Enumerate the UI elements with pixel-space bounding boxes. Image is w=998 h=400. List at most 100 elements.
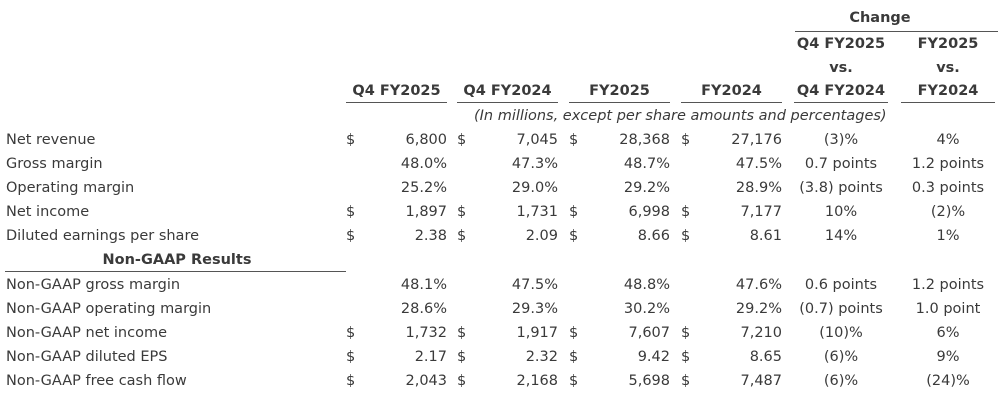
change-value: (0.7) points: [799, 301, 883, 318]
cell-value: 5,698: [628, 373, 670, 390]
currency-sign: $: [346, 373, 356, 390]
column-header: Q4 FY2024: [463, 83, 552, 99]
note: (In millions, except per share amounts a…: [474, 108, 887, 124]
cell-value: 7,210: [740, 325, 782, 342]
change-header: Change: [849, 10, 911, 26]
currency-sign: $: [569, 325, 579, 342]
cell-value: 9.42: [637, 349, 670, 366]
cell-value: 1,732: [405, 325, 447, 342]
rule: [901, 102, 995, 103]
cell-value: 30.2%: [623, 301, 670, 318]
row-label: Net income: [6, 204, 90, 221]
currency-sign: $: [346, 325, 356, 342]
currency-sign: $: [569, 228, 579, 245]
change-column-header: Q4 FY2025: [796, 36, 886, 52]
currency-sign: $: [346, 132, 356, 148]
change-value: (3)%: [823, 132, 859, 148]
cell-value: 1,897: [405, 204, 447, 221]
cell-value: 2,168: [516, 373, 558, 390]
row-label: Diluted earnings per share: [6, 228, 200, 245]
column-header: FY2025: [589, 83, 650, 99]
cell-value: 47.5%: [735, 156, 782, 173]
currency-sign: $: [457, 349, 467, 366]
cell-value: 1,917: [516, 325, 558, 342]
currency-sign: $: [346, 228, 356, 245]
cell-value: 2,043: [405, 373, 447, 390]
currency-sign: $: [457, 204, 467, 221]
currency-sign: $: [681, 373, 691, 390]
cell-value: 28.9%: [735, 180, 782, 197]
cell-value: 2.17: [414, 349, 447, 366]
cell-value: 2.38: [414, 228, 447, 245]
currency-sign: $: [346, 349, 356, 366]
cell-value: 28,368: [619, 132, 670, 148]
change-value: 1%: [936, 228, 960, 245]
change-column-header: FY2025: [917, 36, 979, 52]
cell-value: 2.09: [525, 228, 558, 245]
cell-value: 6,998: [628, 204, 670, 221]
currency-sign: $: [681, 132, 691, 148]
cell-value: 47.5%: [511, 277, 558, 293]
currency-sign: $: [346, 204, 356, 221]
rule: [795, 31, 998, 32]
rule: [681, 102, 782, 103]
currency-sign: $: [681, 349, 691, 366]
currency-sign: $: [681, 325, 691, 342]
rule: [5, 271, 346, 272]
change-value: 1.2 points: [911, 277, 985, 293]
change-value: 1.2 points: [911, 156, 985, 173]
change-column-header: FY2024: [917, 83, 979, 99]
cell-value: 2.32: [525, 349, 558, 366]
cell-value: 48.0%: [400, 156, 447, 173]
rule: [794, 102, 888, 103]
change-value: (24)%: [926, 373, 970, 390]
cell-value: 6,800: [405, 132, 447, 148]
currency-sign: $: [681, 204, 691, 221]
change-value: 0.6 points: [804, 277, 878, 293]
cell-value: 28.6%: [400, 301, 447, 318]
row-label: Non-GAAP net income: [6, 325, 168, 342]
change-column-header: vs.: [936, 59, 960, 76]
row-label: Non-GAAP gross margin: [6, 277, 181, 293]
row-label: Operating margin: [6, 180, 135, 197]
cell-value: 29.2%: [623, 180, 670, 197]
cell-value: 48.8%: [623, 277, 670, 293]
cell-value: 7,607: [628, 325, 670, 342]
cell-value: 48.1%: [400, 277, 447, 293]
row-label: Net revenue: [6, 132, 96, 148]
change-value: (2)%: [930, 204, 966, 221]
cell-value: 8.66: [637, 228, 670, 245]
cell-value: 29.3%: [511, 301, 558, 318]
rule: [569, 102, 670, 103]
cell-value: 47.3%: [511, 156, 558, 173]
change-column-header: Q4 FY2024: [796, 83, 886, 99]
column-header: FY2024: [701, 83, 762, 99]
cell-value: 8.61: [749, 228, 782, 245]
cell-value: 29.0%: [511, 180, 558, 197]
change-value: 6%: [936, 325, 960, 342]
row-label: Non-GAAP operating margin: [6, 301, 212, 318]
change-column-header: vs.: [829, 59, 853, 76]
cell-value: 29.2%: [735, 301, 782, 318]
change-value: (6)%: [823, 373, 859, 390]
currency-sign: $: [681, 228, 691, 245]
column-header: Q4 FY2025: [352, 83, 441, 99]
change-value: (10)%: [819, 325, 863, 342]
currency-sign: $: [569, 204, 579, 221]
change-value: (6)%: [823, 349, 859, 366]
change-value: (3.8) points: [799, 180, 883, 197]
cell-value: 25.2%: [400, 180, 447, 197]
change-value: 1.0 point: [915, 301, 981, 318]
currency-sign: $: [569, 373, 579, 390]
change-value: 0.7 points: [804, 156, 878, 173]
rule: [457, 102, 558, 103]
currency-sign: $: [457, 228, 467, 245]
currency-sign: $: [457, 325, 467, 342]
cell-value: 7,177: [740, 204, 782, 221]
row-label: Non-GAAP free cash flow: [6, 373, 187, 390]
change-value: 0.3 points: [911, 180, 985, 197]
cell-value: 7,487: [740, 373, 782, 390]
section-header: Non-GAAP Results: [102, 252, 252, 268]
change-value: 10%: [824, 204, 858, 221]
